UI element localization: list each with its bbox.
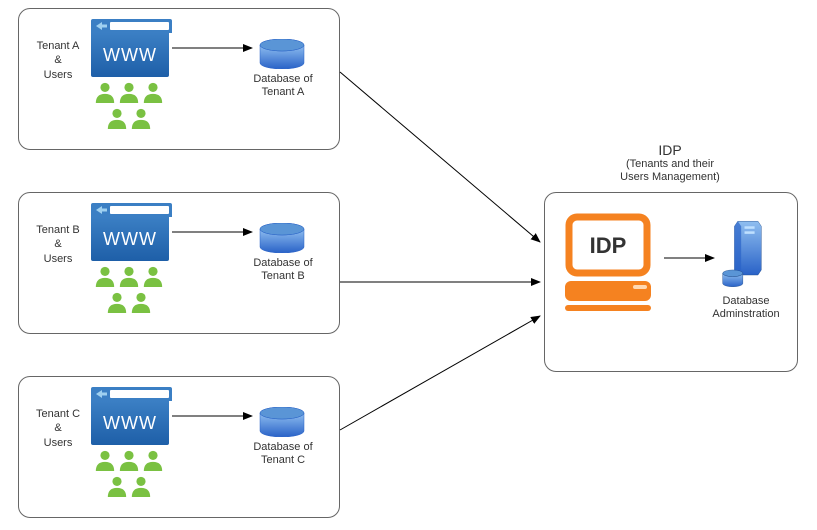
idp-computer-icon: IDP xyxy=(563,213,663,313)
tenant-b-box: Tenant B & Users WWW Database o xyxy=(18,192,340,334)
user-icon xyxy=(130,291,152,313)
db-b-l2: Tenant B xyxy=(261,270,304,282)
user-icon xyxy=(94,449,116,471)
tenant-b-label-l1: Tenant B xyxy=(36,224,79,236)
database-icon xyxy=(259,407,305,437)
idp-db-label: Database Adminstration xyxy=(705,295,787,321)
back-arrow-icon xyxy=(94,205,108,215)
www-text: WWW xyxy=(91,217,169,261)
browser-icon: WWW xyxy=(91,19,169,77)
tenant-a-label-l2: & xyxy=(54,54,61,66)
tenant-c-label-l1: Tenant C xyxy=(36,408,80,420)
tenant-c-box: Tenant C & Users WWW Database o xyxy=(18,376,340,518)
www-text: WWW xyxy=(91,33,169,77)
db-c-l1: Database of xyxy=(253,441,312,453)
diagram-canvas: Tenant A & Users WWW Database o xyxy=(0,0,817,530)
users-row xyxy=(79,449,179,471)
users-row xyxy=(79,81,179,103)
user-icon xyxy=(130,475,152,497)
idp-db-l2: Adminstration xyxy=(712,308,779,320)
tenant-a-box: Tenant A & Users WWW Database o xyxy=(18,8,340,150)
db-b-l1: Database of xyxy=(253,257,312,269)
user-icon xyxy=(130,107,152,129)
tenant-c-label-l2: & xyxy=(54,422,61,434)
idp-db-l1: Database xyxy=(722,295,769,307)
database-icon xyxy=(259,223,305,253)
back-arrow-icon xyxy=(94,21,108,31)
idp-title-block: IDP (Tenants and their Users Management) xyxy=(544,142,796,184)
db-a-l1: Database of xyxy=(253,73,312,85)
browser-icon: WWW xyxy=(91,387,169,445)
db-a-l2: Tenant A xyxy=(262,86,305,98)
user-icon xyxy=(94,81,116,103)
user-icon xyxy=(106,291,128,313)
users-row-2 xyxy=(79,475,179,497)
user-icon xyxy=(118,265,140,287)
tenant-b-label: Tenant B & Users xyxy=(29,223,87,266)
user-icon xyxy=(142,449,164,471)
www-text: WWW xyxy=(91,401,169,445)
database-b-label: Database of Tenant B xyxy=(243,257,323,283)
idp-sub2: Users Management) xyxy=(544,171,796,184)
back-arrow-icon xyxy=(94,389,108,399)
users-row-2 xyxy=(79,291,179,313)
db-c-l2: Tenant C xyxy=(261,454,305,466)
database-c-label: Database of Tenant C xyxy=(243,441,323,467)
idp-server-icon xyxy=(721,219,763,289)
svg-text:IDP: IDP xyxy=(590,233,627,258)
tenant-a-label: Tenant A & Users xyxy=(29,39,87,82)
user-icon xyxy=(106,107,128,129)
idp-title: IDP xyxy=(544,142,796,158)
tenant-b-label-l2: & xyxy=(54,238,61,250)
database-a-label: Database of Tenant A xyxy=(243,73,323,99)
idp-sub1: (Tenants and their xyxy=(544,158,796,171)
user-icon xyxy=(142,265,164,287)
tenant-c-label-l3: Users xyxy=(44,437,73,449)
user-icon xyxy=(118,81,140,103)
tenant-b-label-l3: Users xyxy=(44,253,73,265)
tenant-a-label-l1: Tenant A xyxy=(37,40,80,52)
idp-box: IDP Database Adminstration xyxy=(544,192,798,372)
browser-icon: WWW xyxy=(91,203,169,261)
user-icon xyxy=(106,475,128,497)
user-icon xyxy=(94,265,116,287)
users-row xyxy=(79,265,179,287)
database-icon xyxy=(259,39,305,69)
tenant-a-label-l3: Users xyxy=(44,69,73,81)
tenant-c-label: Tenant C & Users xyxy=(29,407,87,450)
user-icon xyxy=(118,449,140,471)
users-row-2 xyxy=(79,107,179,129)
user-icon xyxy=(142,81,164,103)
